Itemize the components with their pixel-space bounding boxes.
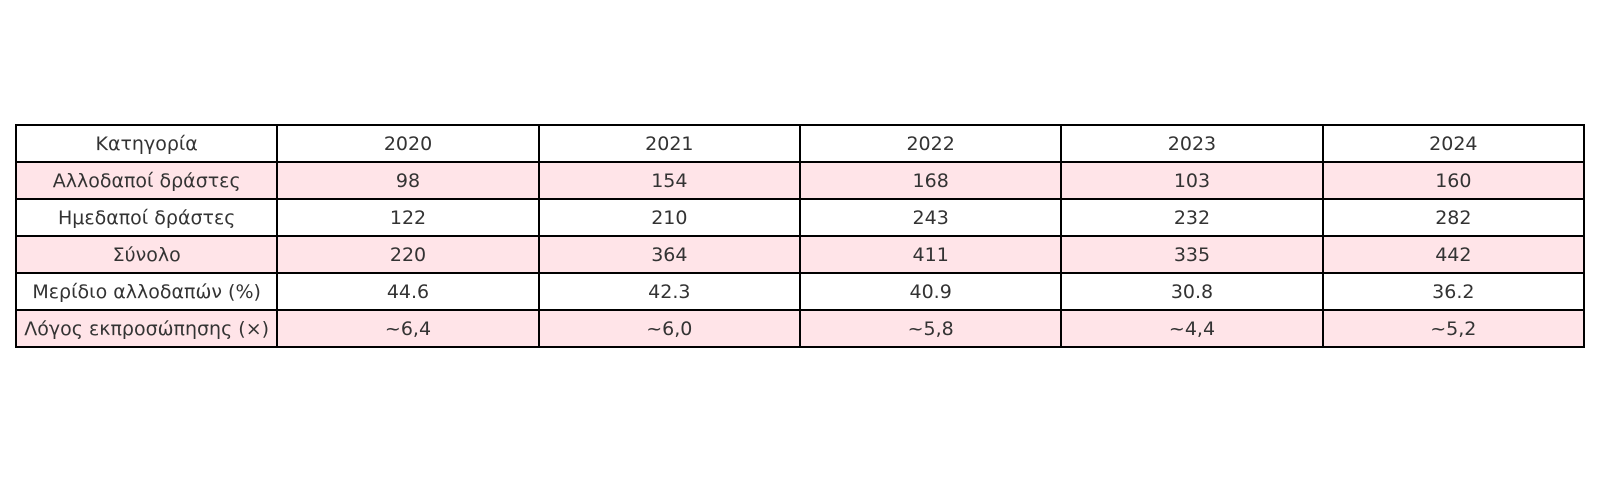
table-cell: ~5,2 [1321, 309, 1586, 348]
table-row: Σύνολο 220 364 411 335 442 [14, 235, 1586, 274]
table-cell: 154 [537, 161, 801, 200]
table-cell: 411 [798, 235, 1063, 274]
table-row: Μερίδιο αλλοδαπών (%) 44.6 42.3 40.9 30.… [14, 272, 1586, 311]
table-cell: ~6,0 [537, 309, 801, 348]
table-cell: 103 [1060, 161, 1324, 200]
table-cell: ~5,8 [798, 309, 1063, 348]
row-label-cell: Μερίδιο αλλοδαπών (%) [14, 272, 279, 311]
table-cell: 335 [1060, 235, 1324, 274]
table-cell: 364 [537, 235, 801, 274]
column-header: 2020 [276, 124, 540, 163]
table-cell: 36.2 [1321, 272, 1586, 311]
table-cell: 168 [798, 161, 1063, 200]
table-cell: 442 [1321, 235, 1586, 274]
table-row: Λόγος εκπροσώπησης (×) ~6,4 ~6,0 ~5,8 ~4… [14, 309, 1586, 348]
column-header: 2022 [798, 124, 1063, 163]
table-cell: 42.3 [537, 272, 801, 311]
row-label-cell: Σύνολο [14, 235, 279, 274]
table-cell: 282 [1321, 198, 1586, 237]
column-header: Κατηγορία [14, 124, 279, 163]
table-cell: 44.6 [276, 272, 540, 311]
table-cell: 243 [798, 198, 1063, 237]
row-label-cell: Ημεδαποί δράστες [14, 198, 279, 237]
table-cell: 98 [276, 161, 540, 200]
data-table: Κατηγορία 2020 2021 2022 2023 2024 Αλλοδ… [14, 124, 1586, 348]
table-row: Ημεδαποί δράστες 122 210 243 232 282 [14, 198, 1586, 237]
data-table-container: Κατηγορία 2020 2021 2022 2023 2024 Αλλοδ… [14, 124, 1586, 348]
table-cell: ~6,4 [276, 309, 540, 348]
table-cell: 220 [276, 235, 540, 274]
table-row: Αλλοδαποί δράστες 98 154 168 103 160 [14, 161, 1586, 200]
row-label-cell: Λόγος εκπροσώπησης (×) [14, 309, 279, 348]
column-header: 2023 [1060, 124, 1324, 163]
column-header: 2021 [537, 124, 801, 163]
table-cell: 40.9 [798, 272, 1063, 311]
table-cell: 122 [276, 198, 540, 237]
table-cell: 30.8 [1060, 272, 1324, 311]
row-label-cell: Αλλοδαποί δράστες [14, 161, 279, 200]
column-header: 2024 [1321, 124, 1586, 163]
table-cell: 210 [537, 198, 801, 237]
header-row: Κατηγορία 2020 2021 2022 2023 2024 [14, 124, 1586, 163]
table-cell: 160 [1321, 161, 1586, 200]
table-cell: 232 [1060, 198, 1324, 237]
table-cell: ~4,4 [1060, 309, 1324, 348]
